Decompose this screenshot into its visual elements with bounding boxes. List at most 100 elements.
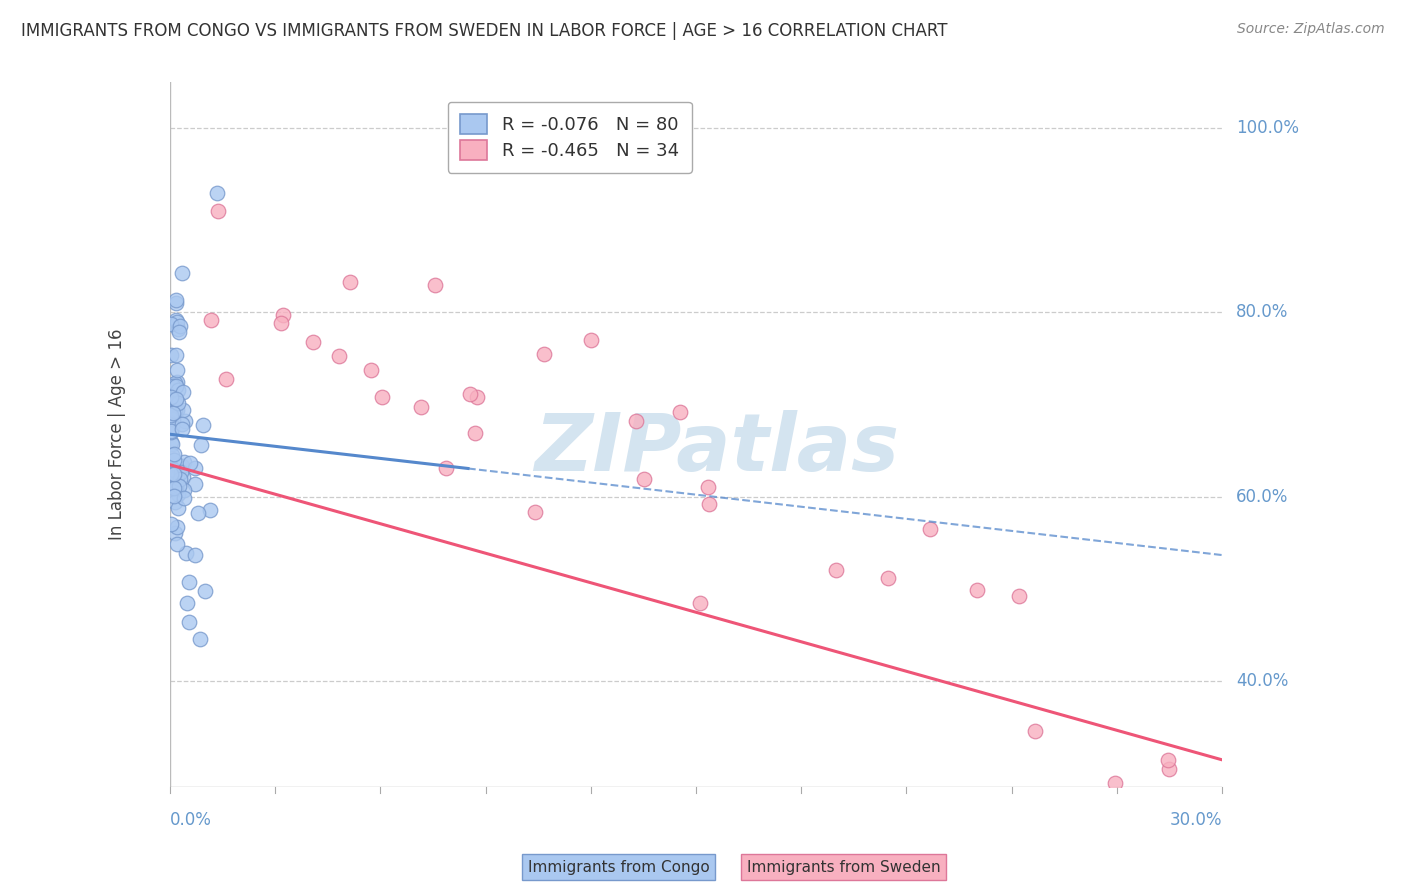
Point (160, 419, 183, 434)
Point (876, 571, 898, 585)
Point (458, 387, 481, 401)
Point (177, 574, 200, 589)
Point (162, 379, 184, 393)
Point (163, 447, 186, 461)
Point (169, 479, 191, 493)
Text: 60.0%: 60.0% (1236, 488, 1288, 506)
Point (966, 582, 988, 597)
Point (167, 325, 190, 339)
Point (169, 318, 191, 333)
Point (409, 400, 432, 414)
Point (339, 275, 361, 289)
Point (170, 266, 193, 280)
Point (166, 402, 188, 417)
Point (162, 411, 184, 425)
Point (170, 459, 193, 474)
Point (163, 404, 186, 418)
Point (163, 462, 186, 476)
Point (191, 418, 214, 433)
Point (160, 317, 183, 331)
Point (163, 495, 186, 509)
Point (360, 363, 382, 377)
Point (824, 563, 846, 577)
Point (160, 390, 183, 404)
Point (179, 456, 201, 470)
Point (689, 596, 711, 610)
Point (165, 379, 187, 393)
Point (160, 348, 183, 362)
Point (1007, 589, 1029, 603)
Point (172, 403, 194, 417)
Point (163, 467, 186, 481)
Text: IMMIGRANTS FROM CONGO VS IMMIGRANTS FROM SWEDEN IN LABOR FORCE | AGE > 16 CORREL: IMMIGRANTS FROM CONGO VS IMMIGRANTS FROM… (21, 22, 948, 40)
Point (160, 425, 183, 440)
Point (328, 349, 350, 363)
Point (205, 186, 228, 200)
Point (697, 497, 720, 511)
Point (194, 584, 217, 599)
Text: 100.0%: 100.0% (1236, 119, 1299, 137)
Point (184, 476, 207, 491)
Point (200, 312, 222, 326)
Text: 40.0%: 40.0% (1236, 673, 1288, 690)
Point (207, 204, 229, 219)
Point (198, 503, 221, 517)
Text: Immigrants from Sweden: Immigrants from Sweden (747, 860, 941, 874)
Point (166, 487, 188, 501)
Point (165, 296, 187, 310)
Point (524, 505, 547, 519)
Point (271, 308, 294, 322)
Point (533, 346, 555, 360)
Point (165, 392, 187, 407)
Point (1104, 776, 1126, 790)
Point (165, 480, 187, 494)
Point (160, 424, 183, 438)
Point (633, 472, 655, 486)
Point (166, 520, 188, 534)
Point (166, 396, 188, 410)
Text: 80.0%: 80.0% (1236, 303, 1288, 321)
Point (173, 483, 195, 498)
Point (160, 408, 183, 422)
Text: ZIPatlas: ZIPatlas (534, 409, 900, 488)
Text: Immigrants from Congo: Immigrants from Congo (527, 860, 710, 874)
Point (163, 470, 186, 484)
Point (187, 507, 209, 521)
Point (166, 363, 188, 377)
Point (172, 417, 194, 432)
Point (163, 376, 186, 391)
Point (669, 404, 692, 418)
Point (162, 437, 184, 451)
Point (184, 549, 207, 563)
Text: 0.0%: 0.0% (170, 811, 212, 829)
Point (173, 491, 195, 506)
Point (166, 536, 188, 550)
Point (1024, 723, 1046, 738)
Point (163, 481, 186, 495)
Point (624, 414, 647, 428)
Point (465, 390, 488, 404)
Point (436, 460, 458, 475)
Point (169, 472, 191, 486)
Point (162, 489, 184, 503)
Point (425, 277, 447, 292)
Point (162, 398, 184, 412)
Point (166, 469, 188, 483)
Point (215, 372, 238, 386)
Point (166, 315, 188, 329)
Point (1157, 753, 1180, 767)
Point (165, 525, 187, 540)
Text: Source: ZipAtlas.com: Source: ZipAtlas.com (1237, 22, 1385, 37)
Point (172, 470, 194, 484)
Point (174, 414, 197, 428)
Point (464, 425, 486, 440)
Text: 30.0%: 30.0% (1170, 811, 1222, 829)
Point (160, 434, 183, 449)
Text: In Labor Force | Age > 16: In Labor Force | Age > 16 (108, 329, 127, 541)
Point (920, 522, 942, 536)
Point (1159, 762, 1181, 776)
Point (167, 383, 190, 397)
Point (170, 465, 193, 479)
Point (160, 467, 183, 481)
Point (163, 396, 186, 410)
